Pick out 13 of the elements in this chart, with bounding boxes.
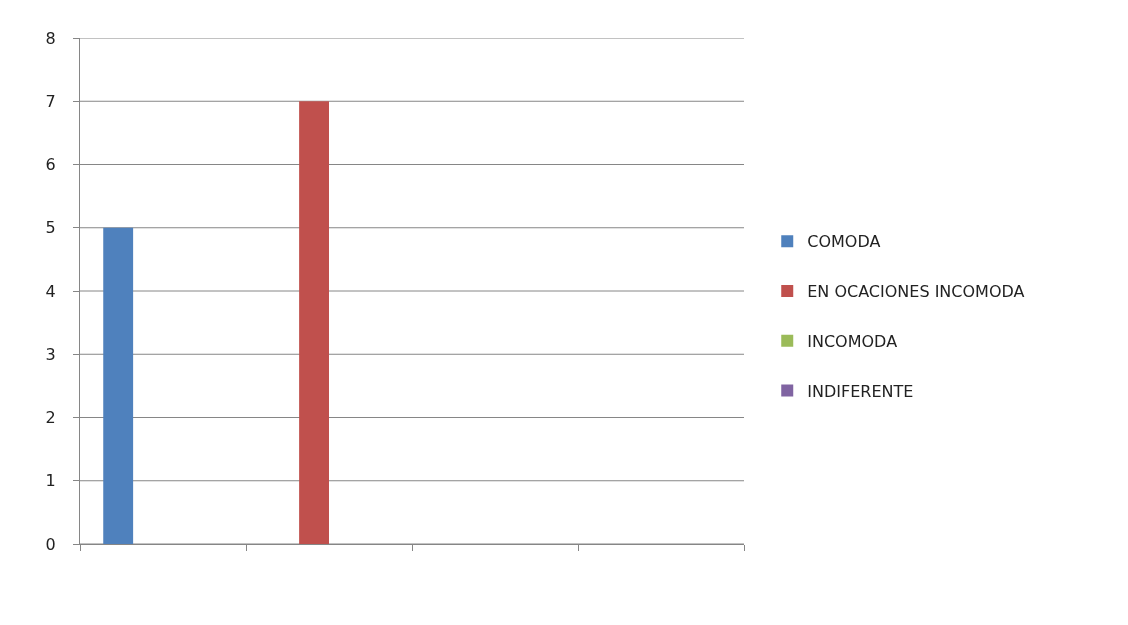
y-tick-label: 2 [45, 408, 56, 428]
legend-label: EN OCACIONES INCOMODA [807, 282, 1025, 302]
y-tick-label: 5 [45, 218, 56, 238]
legend-label: INDIFERENTE [807, 381, 914, 401]
y-tick-label: 8 [45, 28, 56, 48]
legend-label: COMODA [807, 232, 881, 252]
y-tick-label: 3 [45, 344, 56, 364]
y-tick-label: 6 [45, 155, 56, 175]
y-tick-label: 7 [45, 91, 56, 111]
y-tick-label: 4 [45, 281, 56, 301]
y-tick-label: 1 [45, 471, 56, 491]
y-tick-label: 0 [45, 534, 56, 554]
legend-label: INCOMODA [807, 332, 898, 352]
